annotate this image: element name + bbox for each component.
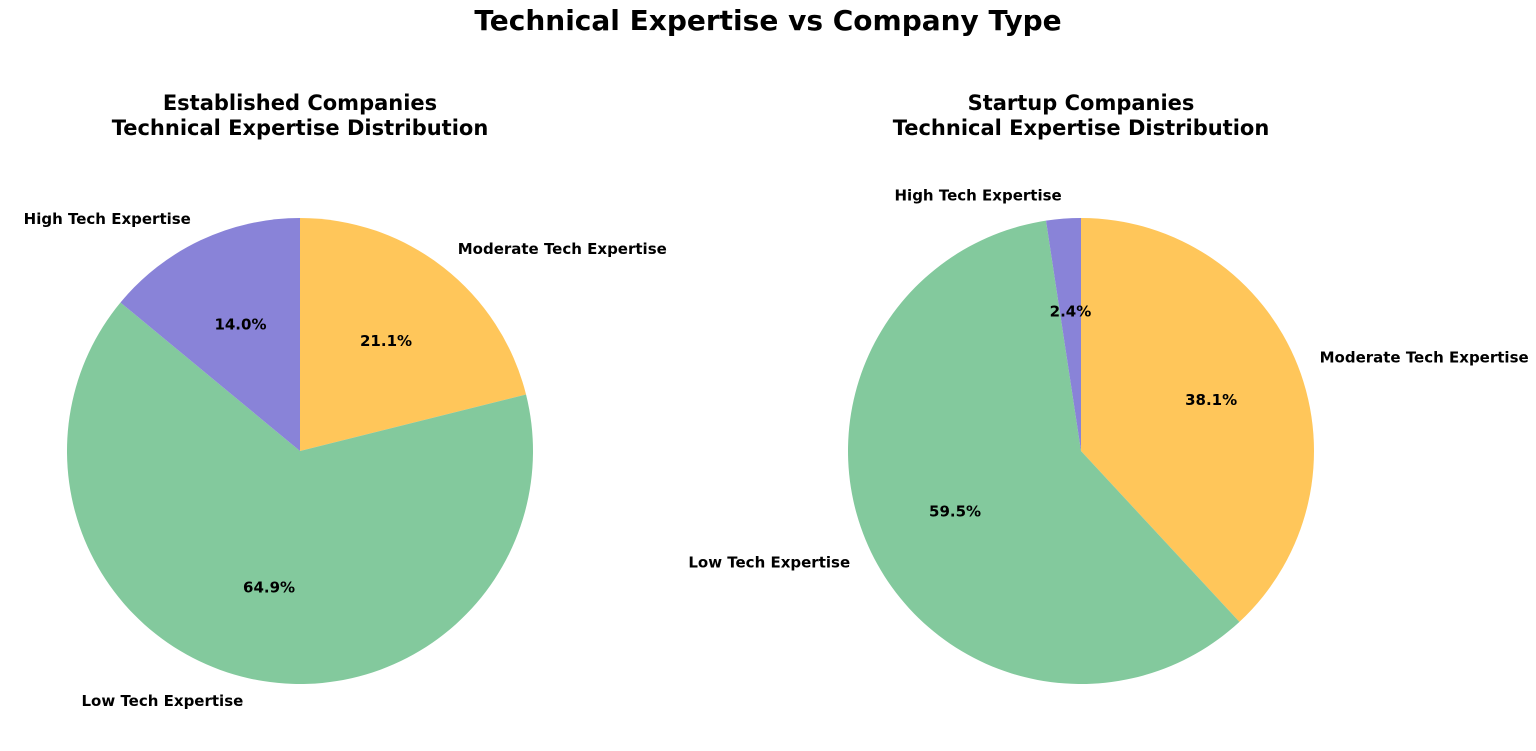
slice-low [847, 220, 1240, 684]
chart-subtitle: Technical Expertise Distribution [893, 116, 1270, 140]
pct-label-moderate: 38.1% [1185, 391, 1237, 409]
category-label-low: Low Tech Expertise [82, 692, 244, 710]
category-label-moderate: Moderate Tech Expertise [458, 240, 667, 258]
slice-moderate [300, 218, 527, 451]
pct-label-high: 2.4% [1050, 303, 1092, 321]
pct-label-low: 64.9% [243, 578, 295, 596]
slice-high [120, 218, 300, 451]
chart-title: Startup Companies [968, 91, 1195, 115]
slice-moderate [1081, 218, 1314, 622]
pct-label-low: 59.5% [929, 503, 981, 521]
slice-high [1045, 218, 1081, 451]
figure-title: Technical Expertise vs Company Type [474, 4, 1062, 37]
category-label-moderate: Moderate Tech Expertise [1320, 348, 1529, 366]
category-label-high: High Tech Expertise [895, 186, 1062, 204]
chart-title: Established Companies [163, 91, 437, 115]
category-label-high: High Tech Expertise [24, 210, 191, 228]
chart-subtitle: Technical Expertise Distribution [112, 116, 489, 140]
pct-label-moderate: 21.1% [360, 332, 412, 350]
slice-low [67, 302, 533, 684]
pct-label-high: 14.0% [214, 316, 266, 334]
category-label-low: Low Tech Expertise [688, 553, 850, 571]
